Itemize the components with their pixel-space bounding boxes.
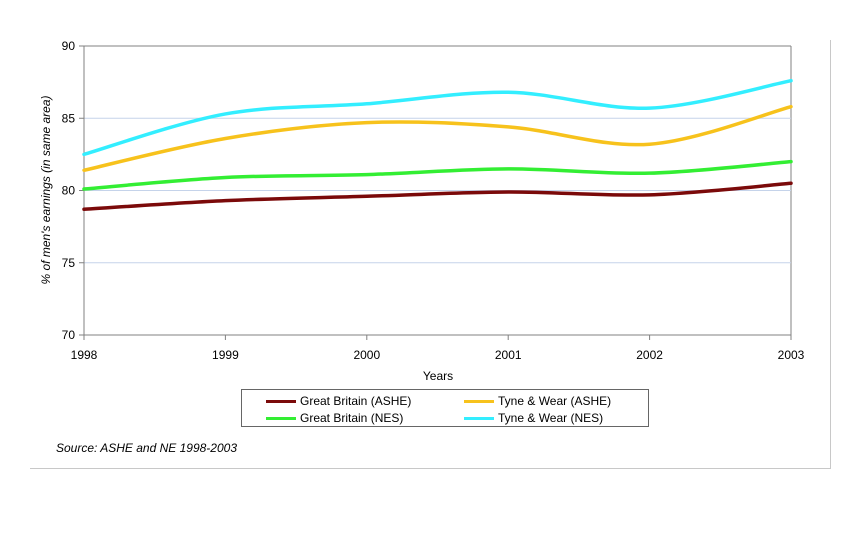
legend-label: Great Britain (ASHE) xyxy=(300,394,412,408)
gridlines xyxy=(84,45,792,335)
legend-swatch xyxy=(464,399,494,403)
y-tick-label: 75 xyxy=(62,256,76,270)
legend-item-great-britain-ashe: Great Britain (ASHE) xyxy=(266,393,411,409)
series-line-tyne-wear-nes xyxy=(82,78,793,157)
series-line-great-britain-nes xyxy=(82,159,793,191)
x-tick-label: 1998 xyxy=(71,348,98,362)
y-tick-label: 70 xyxy=(62,328,76,342)
legend-label: Tyne & Wear (NES) xyxy=(498,411,604,425)
legend-swatch xyxy=(464,416,494,420)
x-tick-label: 2000 xyxy=(353,348,380,362)
legend-item-tyne-wear-ashe: Tyne & Wear (ASHE) xyxy=(464,393,611,409)
series-line-tyne-wear-ashe xyxy=(82,104,793,173)
legend-item-great-britain-nes: Great Britain (NES) xyxy=(266,410,403,426)
x-tick-label: 2003 xyxy=(778,348,805,362)
legend-swatch xyxy=(266,399,296,403)
y-axis-title: % of men's earnings (in same area) xyxy=(39,95,53,284)
x-tick-label: 2001 xyxy=(495,348,522,362)
x-axis-title: Years xyxy=(423,369,453,383)
legend-label: Great Britain (NES) xyxy=(300,411,404,425)
y-tick-label: 80 xyxy=(62,184,76,198)
legend-swatch xyxy=(266,416,296,420)
legend: Great Britain (ASHE) Tyne & Wear (ASHE) … xyxy=(241,389,649,427)
y-tick-label: 85 xyxy=(62,111,76,125)
x-tick-label: 2002 xyxy=(636,348,663,362)
y-tick-label: 90 xyxy=(62,39,76,53)
series-line-great-britain-ashe xyxy=(82,181,793,212)
chart-frame xyxy=(30,40,831,469)
legend-item-tyne-wear-nes: Tyne & Wear (NES) xyxy=(464,410,603,426)
source-note: Source: ASHE and NE 1998-2003 xyxy=(56,441,238,455)
axes: 70 75 80 85 90 1998 1999 2000 2001 2002 2003 xyxy=(62,39,805,362)
x-tick-label: 1999 xyxy=(212,348,239,362)
legend-label: Tyne & Wear (ASHE) xyxy=(498,394,612,408)
series-lines xyxy=(82,78,793,212)
